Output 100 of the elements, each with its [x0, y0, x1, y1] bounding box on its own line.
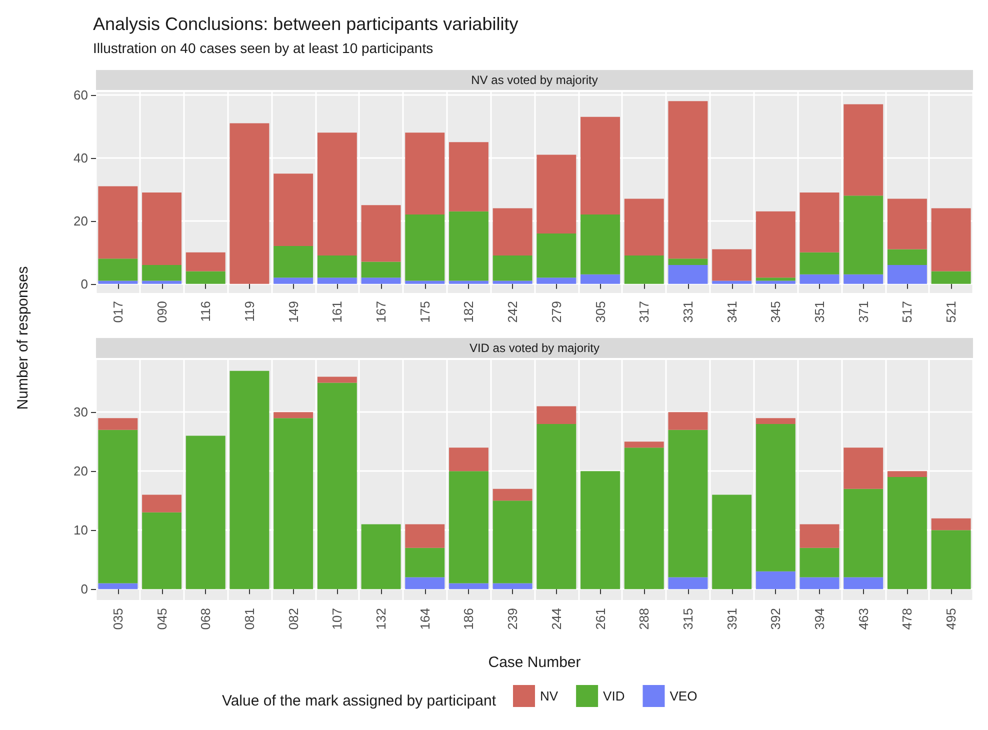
x-tick-label: 341 — [724, 301, 740, 323]
y-tick-label: 30 — [74, 404, 88, 420]
x-tick-label: 119 — [242, 301, 257, 322]
bar — [887, 477, 927, 590]
bar — [668, 101, 708, 259]
x-tick-label: 394 — [812, 608, 828, 630]
bar — [274, 278, 314, 284]
bar — [668, 264, 708, 284]
x-tick-label: 305 — [592, 301, 608, 323]
x-tick-label: 521 — [944, 301, 959, 323]
bar — [98, 583, 138, 590]
legend-label: NV — [540, 688, 558, 704]
bar — [536, 278, 576, 284]
bar — [844, 196, 884, 274]
bar — [624, 198, 664, 256]
text: NV as voted by majority — [471, 73, 598, 87]
y-tick-label: 20 — [74, 464, 88, 479]
bar — [405, 548, 445, 578]
x-tick-label: 517 — [900, 301, 915, 323]
bar — [844, 448, 884, 489]
bar — [98, 430, 138, 584]
bar — [317, 278, 357, 284]
bar — [98, 418, 138, 430]
x-tick-label: 279 — [548, 301, 564, 323]
bar — [844, 104, 884, 196]
bar — [756, 211, 796, 278]
bar — [98, 186, 138, 259]
bar — [405, 577, 445, 590]
bar — [844, 274, 884, 284]
bar — [274, 174, 314, 246]
x-tick-label: 045 — [154, 608, 170, 630]
bar — [931, 208, 971, 272]
y-tick-label: 0 — [80, 276, 88, 292]
bar — [274, 246, 314, 278]
x-tick-label: 107 — [330, 608, 345, 630]
text: VID as voted by majority — [469, 341, 600, 355]
bar — [800, 252, 840, 274]
bar — [492, 280, 532, 284]
bar — [317, 132, 357, 256]
x-tick-label: 116 — [198, 301, 214, 322]
bar — [142, 192, 182, 265]
bar — [800, 274, 840, 284]
bar — [142, 494, 182, 512]
chart-title: Analysis Conclusions: between participants variability — [93, 14, 518, 34]
bar — [536, 233, 576, 278]
bar — [580, 116, 620, 215]
bar — [317, 382, 357, 590]
bar — [361, 278, 401, 284]
bar — [448, 142, 488, 212]
x-tick-label: 167 — [374, 301, 389, 323]
bar — [405, 214, 445, 281]
bar — [405, 524, 445, 548]
bar — [844, 488, 884, 578]
bar — [492, 583, 532, 590]
x-tick-label: 345 — [768, 301, 784, 323]
x-tick-label: 392 — [768, 608, 784, 630]
bar — [186, 436, 226, 590]
x-tick-label: 017 — [110, 301, 126, 323]
bar — [448, 211, 488, 281]
bar — [142, 280, 182, 284]
legend-label: VID — [603, 688, 625, 704]
bar — [580, 471, 620, 590]
bar — [186, 252, 226, 272]
bar — [448, 280, 488, 284]
y-tick-label: 0 — [80, 582, 88, 597]
y-tick-label: 60 — [74, 87, 88, 102]
bar — [536, 424, 576, 590]
bar — [931, 271, 971, 284]
chart-subtitle: Illustration on 40 cases seen by at least 10 participants — [93, 40, 434, 56]
bar — [712, 494, 752, 590]
x-tick-label: 035 — [110, 608, 126, 630]
bar — [668, 258, 708, 265]
x-tick-label: 149 — [286, 301, 301, 323]
x-tick-label: 391 — [724, 608, 740, 630]
bar — [492, 256, 532, 281]
bar — [274, 418, 314, 590]
bar — [361, 524, 401, 590]
bar — [230, 123, 270, 284]
bar — [712, 280, 752, 284]
x-axis-title: Case Number — [488, 654, 581, 671]
x-tick-label: 478 — [900, 608, 915, 630]
bar — [405, 280, 445, 284]
bar — [712, 249, 752, 281]
bar — [536, 154, 576, 234]
x-tick-label: 082 — [286, 608, 301, 630]
bar — [756, 280, 796, 284]
x-tick-label: 161 — [330, 301, 345, 323]
x-tick-label: 351 — [812, 301, 828, 323]
legend-title: Value of the mark assigned by participant — [222, 692, 497, 710]
y-tick-label: 40 — [74, 150, 88, 166]
bar — [887, 198, 927, 250]
x-tick-label: 315 — [680, 608, 696, 630]
y-tick-label: 10 — [74, 522, 88, 538]
bar — [580, 274, 620, 284]
bar — [186, 271, 226, 284]
bar — [448, 471, 488, 584]
x-tick-label: 164 — [417, 608, 432, 630]
bar — [448, 448, 488, 472]
bar — [756, 571, 796, 590]
bar — [580, 214, 620, 274]
